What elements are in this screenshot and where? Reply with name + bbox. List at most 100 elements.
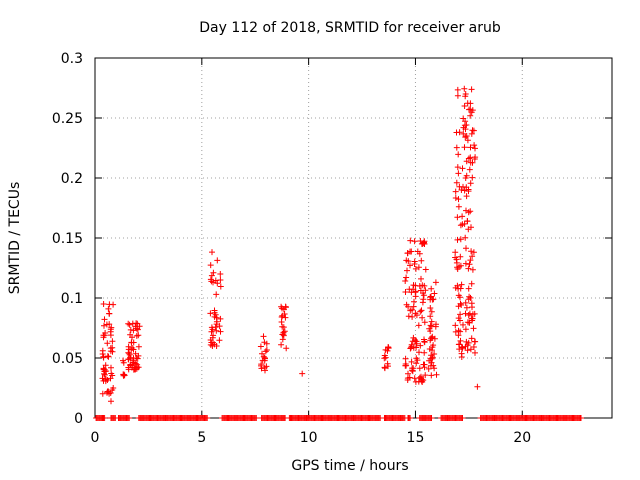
- data-point: [129, 345, 136, 351]
- data-point: [428, 323, 435, 330]
- data-point-zero: [253, 415, 260, 421]
- data-point: [419, 282, 426, 289]
- data-point: [403, 257, 410, 264]
- data-point: [433, 371, 440, 378]
- data-point: [468, 130, 475, 137]
- data-point: [463, 133, 470, 139]
- data-point: [99, 390, 106, 397]
- data-point: [462, 299, 469, 306]
- data-point: [428, 308, 435, 315]
- data-point: [109, 338, 116, 345]
- data-point: [460, 130, 467, 137]
- data-point: [457, 253, 464, 260]
- data-point: [126, 321, 133, 328]
- data-point: [468, 300, 475, 307]
- data-point: [207, 262, 214, 269]
- data-point: [428, 372, 435, 379]
- data-point: [407, 248, 413, 255]
- chart-title: Day 112 of 2018, SRMTID for receiver aru…: [199, 20, 501, 36]
- data-point: [465, 312, 472, 318]
- data-point: [413, 338, 420, 345]
- data-point: [416, 374, 423, 381]
- data-point: [457, 236, 464, 243]
- data-point: [431, 351, 438, 357]
- data-point: [470, 249, 477, 256]
- data-point: [263, 347, 270, 353]
- data-point: [107, 390, 114, 396]
- data-point: [459, 213, 466, 220]
- data-point: [134, 320, 141, 327]
- data-point: [279, 312, 286, 319]
- data-point: [465, 339, 472, 346]
- data-point: [129, 357, 136, 364]
- data-point: [409, 368, 416, 375]
- data-point: [418, 257, 425, 264]
- data-point: [469, 174, 476, 181]
- x-tick-label: 10: [300, 430, 318, 446]
- data-point: [467, 154, 474, 161]
- data-point: [431, 365, 438, 372]
- data-point: [130, 327, 137, 334]
- data-point: [463, 245, 469, 252]
- data-point: [100, 365, 107, 372]
- data-point: [411, 261, 418, 267]
- data-point: [458, 350, 465, 357]
- data-point: [214, 257, 221, 264]
- data-point: [453, 179, 460, 186]
- data-point: [412, 288, 419, 295]
- data-point: [257, 343, 264, 350]
- data-point-zero: [578, 415, 584, 421]
- data-point: [421, 319, 428, 326]
- data-point: [427, 362, 434, 369]
- data-point: [469, 127, 476, 134]
- data-point: [466, 166, 473, 173]
- data-point: [402, 289, 409, 295]
- data-point: [463, 184, 470, 191]
- grid-lines: [95, 58, 612, 418]
- data-point: [402, 278, 409, 284]
- data-point: [464, 218, 471, 224]
- data-point: [469, 107, 476, 114]
- data-point: [283, 345, 290, 352]
- data-point: [134, 355, 141, 362]
- data-point: [106, 310, 113, 317]
- data-point: [217, 277, 224, 283]
- data-point: [463, 193, 470, 200]
- data-point: [279, 331, 286, 338]
- data-point: [405, 313, 412, 320]
- y-tick-label: 0: [74, 411, 83, 427]
- data-point: [211, 309, 218, 316]
- data-point: [457, 300, 464, 307]
- data-point: [465, 285, 472, 292]
- data-point: [462, 118, 469, 125]
- y-axis-label: SRMTID / TECUs: [7, 182, 23, 295]
- data-point: [104, 388, 111, 395]
- data-point: [100, 301, 107, 307]
- data-point-zero: [204, 415, 211, 421]
- data-point: [419, 314, 426, 321]
- data-point: [213, 321, 220, 328]
- data-point: [462, 343, 469, 350]
- y-tick-label: 0.05: [52, 351, 83, 367]
- data-point: [468, 335, 475, 342]
- data-point: [420, 240, 427, 246]
- data-point: [408, 358, 415, 365]
- data-point: [425, 365, 432, 372]
- data-point: [422, 266, 429, 273]
- y-tick-label: 0.2: [61, 171, 83, 187]
- data-point: [431, 335, 438, 342]
- data-point: [105, 353, 112, 360]
- data-point: [217, 271, 224, 277]
- y-tick-label: 0.15: [52, 231, 83, 247]
- data-point: [100, 353, 107, 360]
- data-point: [467, 144, 474, 151]
- data-point: [462, 134, 469, 141]
- data-point: [210, 332, 217, 339]
- data-point: [418, 373, 424, 380]
- data-point: [402, 355, 409, 362]
- data-point: [460, 124, 467, 131]
- data-point: [427, 328, 434, 335]
- data-point: [455, 315, 462, 322]
- data-point: [410, 303, 417, 310]
- data-point: [454, 86, 461, 93]
